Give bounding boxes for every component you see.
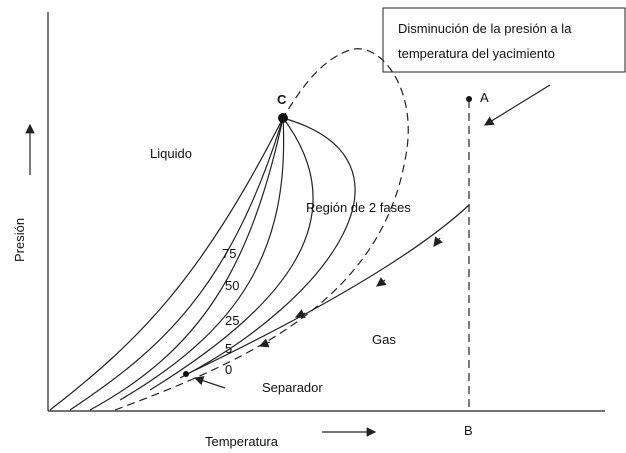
arrow — [376, 277, 387, 287]
quality-line — [179, 117, 356, 379]
quality-label: 75 — [222, 246, 236, 261]
arrow — [294, 309, 306, 318]
depletion-path — [184, 204, 470, 376]
quality-line — [149, 117, 314, 391]
quality-label: 5 — [225, 341, 232, 356]
region-label: Gas — [372, 332, 396, 347]
note-line: temperatura del yacimiento — [398, 46, 555, 61]
point-label: B — [464, 423, 473, 438]
region-label: Separador — [262, 380, 323, 395]
dew-curve — [114, 48, 409, 411]
x-axis-label: Temperatura — [205, 434, 279, 449]
bubble-curve — [49, 117, 284, 411]
region-label: Liquido — [150, 146, 192, 161]
separator-point — [183, 371, 189, 377]
note-line: Disminución de la presión a la — [398, 21, 572, 36]
point-label: C — [277, 92, 287, 107]
quality-label: 0 — [225, 362, 232, 377]
quality-line — [69, 117, 284, 411]
quality-line — [119, 117, 285, 401]
critical-point — [278, 113, 288, 123]
arrow — [193, 376, 226, 389]
arrow — [433, 236, 443, 247]
quality-label: 25 — [225, 313, 239, 328]
quality-line — [89, 117, 284, 411]
point-label: A — [480, 90, 489, 105]
point-a — [466, 96, 472, 102]
arrow — [258, 338, 271, 348]
note-box — [382, 7, 626, 73]
y-axis-label: Presión — [12, 218, 27, 262]
arrow — [483, 84, 551, 126]
quality-label: 50 — [225, 278, 239, 293]
region-label: Región de 2 fases — [306, 200, 411, 215]
